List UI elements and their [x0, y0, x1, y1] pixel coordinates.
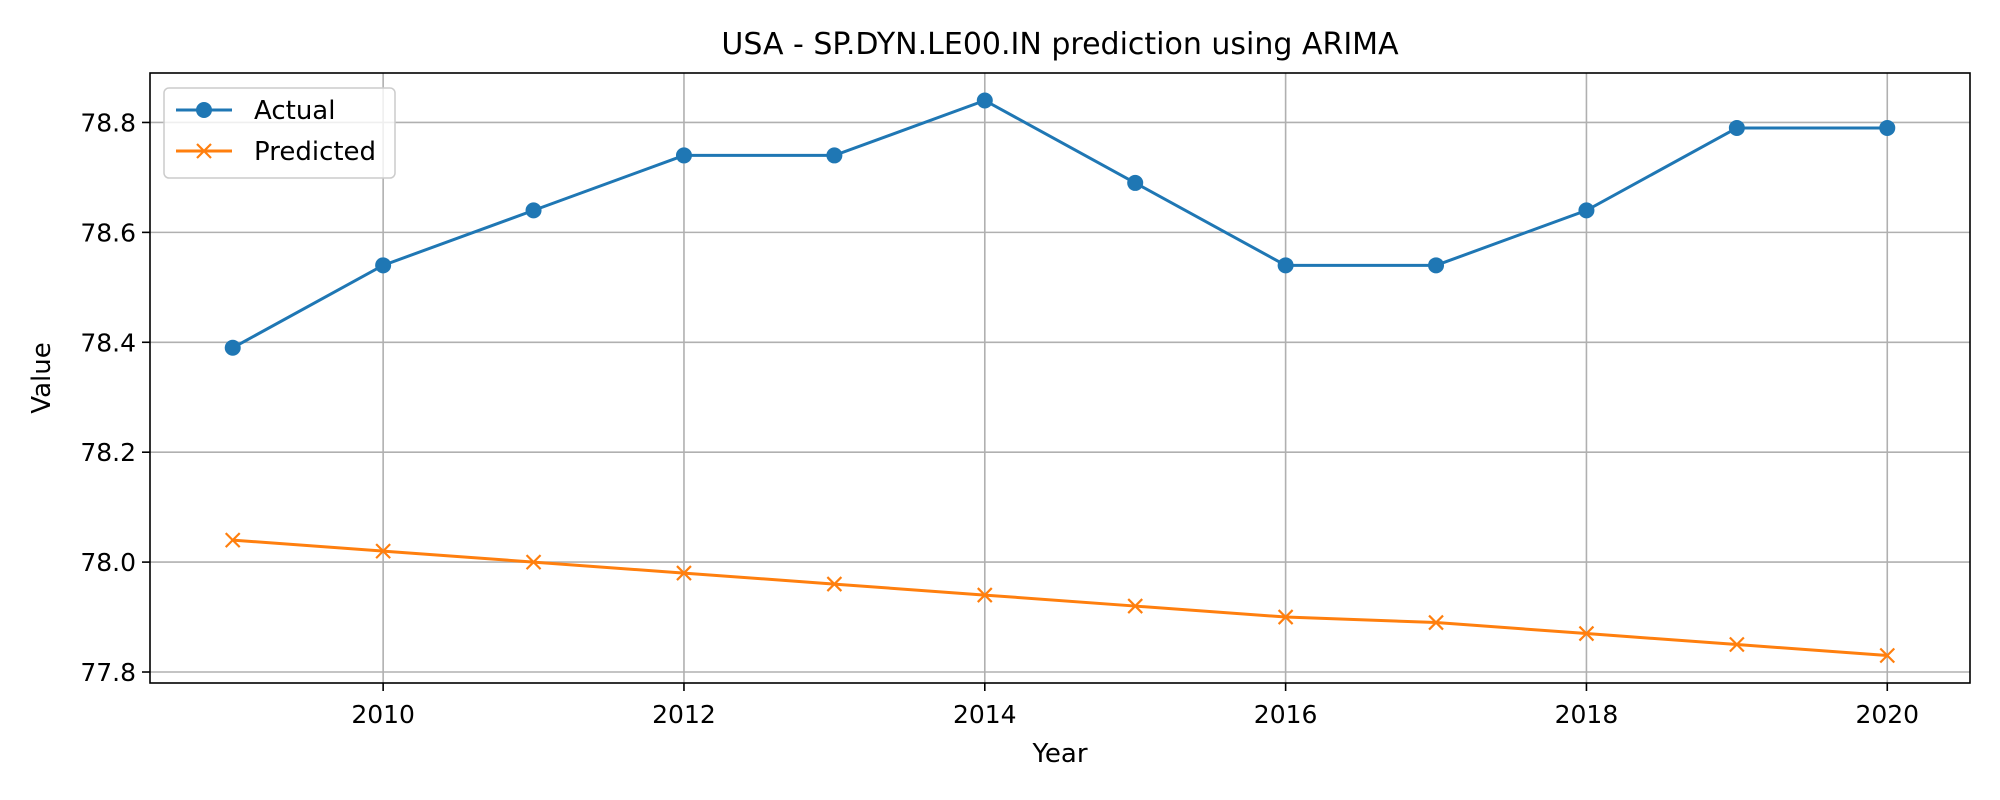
y-tick-label: 78.2 [80, 438, 136, 467]
data-point-predicted-stroke-b [1729, 636, 1745, 653]
data-point-actual [1277, 257, 1294, 274]
data-point-actual [1578, 202, 1595, 219]
data-point-predicted-stroke-b [977, 587, 993, 603]
y-tick-label: 78.0 [80, 548, 136, 577]
data-point-predicted [826, 576, 843, 592]
legend-item-predicted: Predicted [176, 137, 376, 167]
y-tick-label: 78.4 [80, 328, 136, 357]
data-point-predicted [1428, 614, 1444, 631]
data-point-predicted [977, 587, 993, 603]
x-tick-label: 2010 [351, 700, 415, 729]
data-point-predicted-stroke-b [676, 565, 692, 581]
series-line-actual [232, 98, 1888, 350]
data-point-actual [1728, 119, 1745, 136]
series-line-predicted [232, 538, 1888, 658]
data-point-predicted [676, 565, 692, 581]
data-point-actual [525, 202, 542, 219]
data-point-predicted [1879, 647, 1896, 664]
grid-lines [150, 73, 1970, 683]
data-point-actual [1428, 257, 1445, 274]
x-tick-label: 2014 [953, 700, 1017, 729]
legend-item-actual: Actual [176, 96, 335, 126]
data-point-predicted-stroke-b [224, 532, 241, 548]
series-predicted [224, 532, 1896, 664]
data-point-predicted [1729, 636, 1745, 653]
data-point-actual [375, 257, 392, 274]
data-point-predicted [224, 532, 241, 548]
data-point-predicted-stroke-b [525, 554, 542, 570]
series-layer [224, 92, 1896, 664]
x-tick-label: 2020 [1855, 700, 1919, 729]
data-point-actual [826, 147, 843, 164]
data-point-actual [224, 339, 241, 356]
data-point-predicted [1127, 598, 1143, 614]
plot-frame [149, 72, 1971, 684]
legend-marker-actual [196, 102, 212, 118]
chart-title: USA - SP.DYN.LE00.IN prediction using AR… [721, 27, 1399, 62]
data-point-predicted-stroke-b [375, 543, 391, 559]
data-point-predicted-stroke-b [1428, 614, 1444, 631]
y-tick-label: 77.8 [80, 658, 136, 687]
x-axis-ticks: 2010 2012 2014 2016 2018 2020 [351, 683, 1919, 729]
legend-marker-predicted [196, 143, 212, 159]
y-axis-ticks: 77.8 78.0 78.2 78.4 78.6 78.8 [80, 108, 150, 687]
y-axis-label: Value [27, 342, 57, 413]
y-tick-label: 78.8 [80, 108, 136, 137]
x-tick-label: 2016 [1254, 700, 1318, 729]
data-point-predicted [1578, 625, 1595, 642]
series-actual [224, 92, 1896, 356]
legend-label: Predicted [254, 137, 376, 167]
data-point-actual [1879, 119, 1896, 136]
data-point-predicted-stroke-b [1879, 647, 1896, 664]
x-tick-label: 2018 [1555, 700, 1619, 729]
data-point-predicted [375, 543, 391, 559]
data-point-predicted [525, 554, 542, 570]
data-point-predicted-stroke-b [1127, 598, 1143, 614]
data-point-predicted-stroke-b [826, 576, 843, 592]
data-point-actual [1127, 174, 1144, 191]
data-point-actual [675, 147, 692, 164]
x-tick-label: 2012 [652, 700, 716, 729]
data-point-predicted [1277, 609, 1294, 625]
legend-label: Actual [254, 96, 335, 126]
data-point-actual [976, 92, 993, 109]
data-point-predicted-stroke-b [1578, 625, 1595, 642]
data-point-predicted-stroke-b [1277, 609, 1294, 625]
y-tick-label: 78.6 [80, 218, 136, 247]
legend-marker-predicted-stroke-b [196, 143, 212, 159]
legend: Actual Predicted [163, 87, 396, 179]
x-axis-label: Year [1031, 739, 1087, 769]
